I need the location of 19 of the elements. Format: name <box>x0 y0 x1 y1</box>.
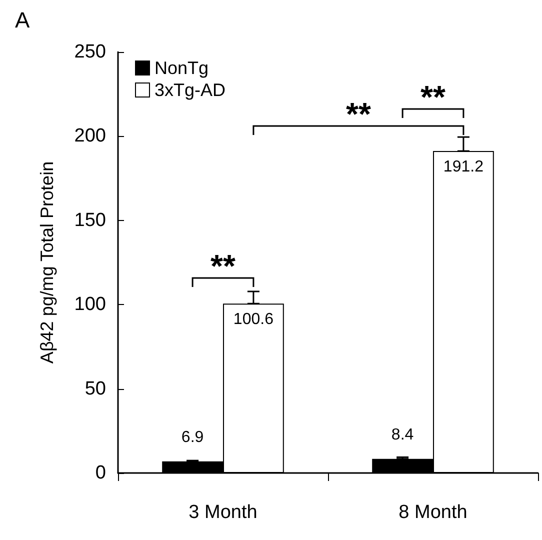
y-axis-title: Aβ42 pg/mg Total Protein <box>37 161 57 364</box>
y-tick-label: 100 <box>74 294 106 316</box>
y-tick-label: 0 <box>95 462 106 484</box>
annotation: ** <box>420 79 446 115</box>
y-tick-label: 200 <box>74 126 106 147</box>
data-label: 6.9 <box>181 428 204 446</box>
data-label: 191.2 <box>443 158 484 176</box>
legend-label: NonTg <box>154 58 209 78</box>
x-tick-label: 3 Month <box>188 502 258 523</box>
data-label: 8.4 <box>391 426 414 444</box>
legend-label: 3xTg-AD <box>154 80 226 100</box>
data-label: 100.6 <box>233 311 274 328</box>
y-tick-label: 250 <box>74 42 106 62</box>
annotation: ** <box>210 248 236 284</box>
y-tick-label: 150 <box>74 210 106 231</box>
y-tick-label: 50 <box>84 378 106 400</box>
annotation: ** <box>346 96 372 132</box>
x-tick-label: 8 Month <box>398 502 468 523</box>
chart-title: A <box>15 8 30 32</box>
